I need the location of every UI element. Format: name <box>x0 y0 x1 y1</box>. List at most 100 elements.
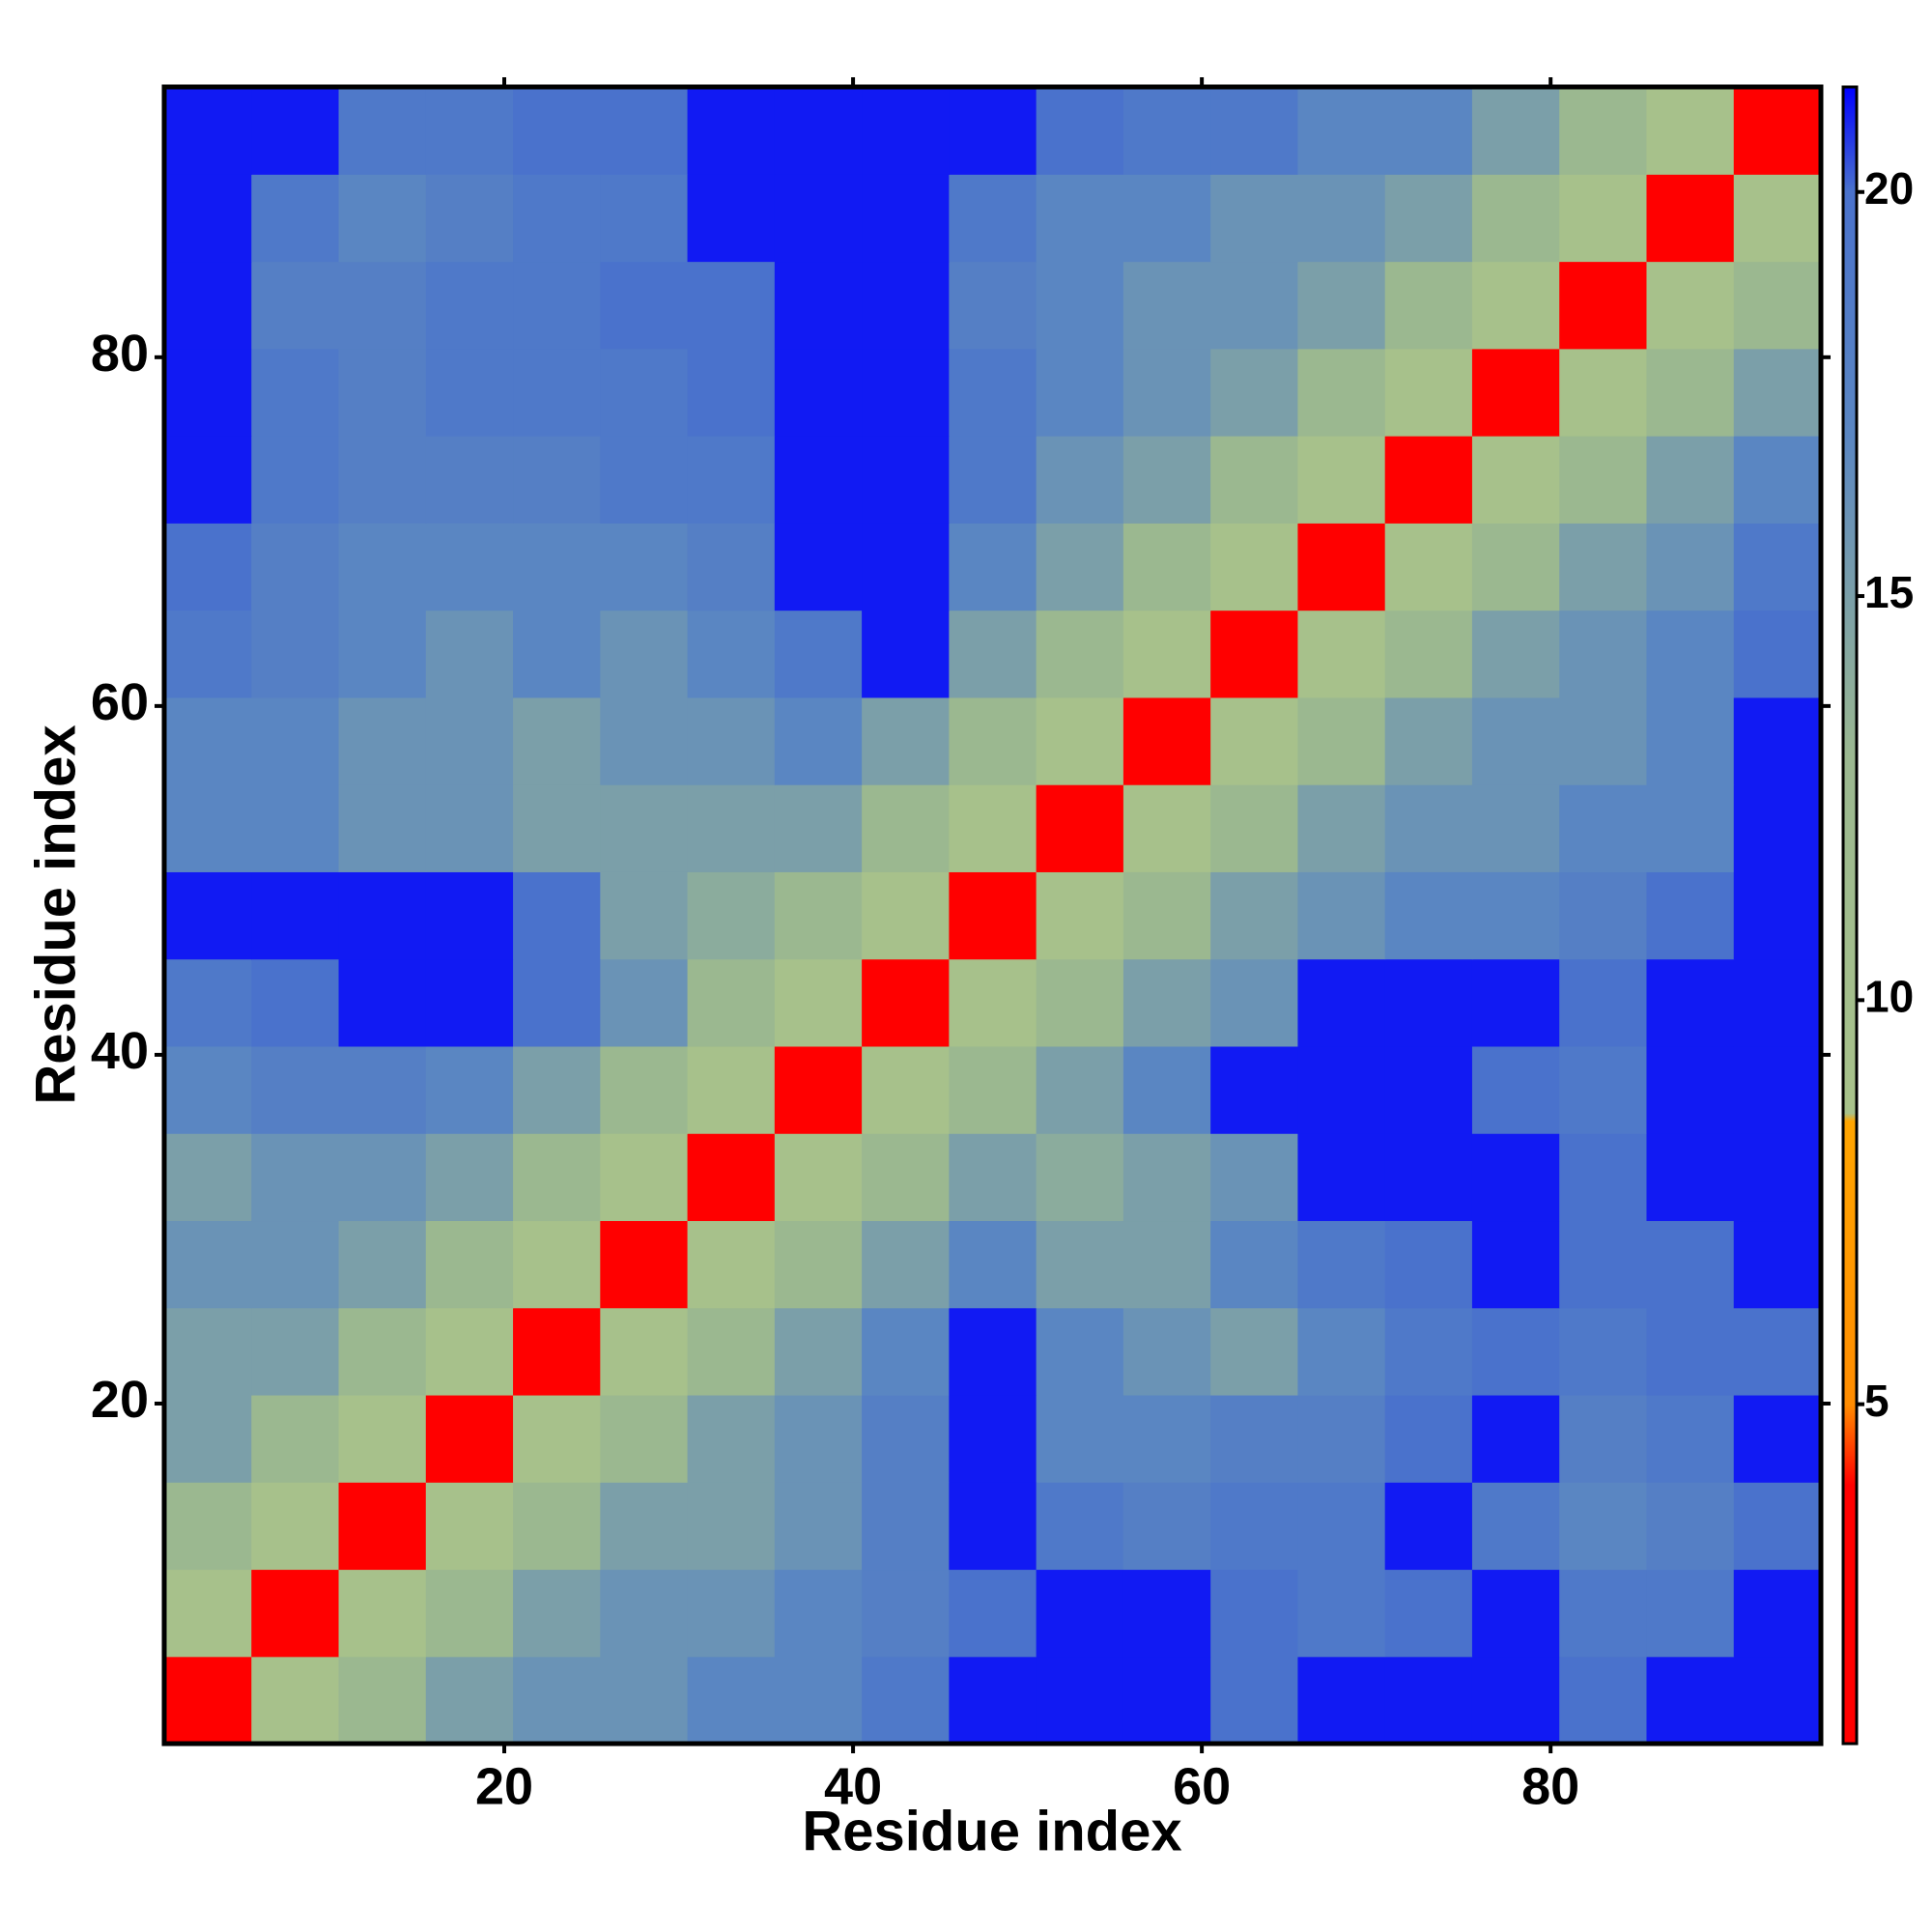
heatmap-cell <box>600 1307 689 1396</box>
heatmap-cell <box>1297 87 1386 175</box>
heatmap-cell <box>251 696 340 785</box>
heatmap-cell <box>251 958 340 1047</box>
heatmap-cell <box>1210 958 1299 1047</box>
heatmap-cell <box>862 871 950 960</box>
heatmap-cell <box>600 958 689 1047</box>
heatmap-cell <box>1646 1569 1735 1658</box>
heatmap-cell <box>949 1220 1037 1309</box>
heatmap-cell <box>513 1307 601 1396</box>
heatmap-cell <box>338 1045 427 1134</box>
heatmap-cell <box>1384 261 1473 350</box>
heatmap-cell <box>949 871 1037 960</box>
heatmap-cell <box>251 1482 340 1571</box>
heatmap-cell <box>164 1482 252 1571</box>
heatmap-cell <box>1122 696 1211 785</box>
heatmap-cell <box>1210 871 1299 960</box>
heatmap-cell <box>1559 1482 1648 1571</box>
heatmap-cell <box>513 436 601 524</box>
heatmap-cell <box>774 696 863 785</box>
heatmap-cell <box>1210 610 1299 698</box>
heatmap-cell <box>338 1220 427 1309</box>
heatmap-cell <box>164 1307 252 1396</box>
heatmap-cell <box>600 523 689 611</box>
heatmap-cell <box>251 1133 340 1222</box>
heatmap-cell <box>1733 1133 1822 1222</box>
heatmap-cell <box>1646 87 1735 175</box>
heatmap-cell <box>1646 610 1735 698</box>
heatmap-cell <box>1646 1482 1735 1571</box>
heatmap-cell <box>687 523 776 611</box>
heatmap-cell <box>1210 1307 1299 1396</box>
heatmap-cell <box>1210 1394 1299 1483</box>
heatmap-cell <box>1559 784 1648 872</box>
heatmap-cell <box>1646 1220 1735 1309</box>
x-tick-label: 80 <box>1521 1757 1579 1815</box>
heatmap-cell <box>251 523 340 611</box>
heatmap-cell <box>1646 1394 1735 1483</box>
heatmap-cell <box>1036 261 1124 350</box>
x-tick-label: 40 <box>824 1757 882 1815</box>
heatmap-cell <box>1036 958 1124 1047</box>
heatmap-cell <box>687 261 776 350</box>
heatmap-cell <box>862 87 950 175</box>
colorbar-tick-label: 5 <box>1864 1376 1889 1426</box>
heatmap-cell <box>1210 261 1299 350</box>
heatmap-cell <box>1559 1133 1648 1222</box>
heatmap-cell <box>1384 523 1473 611</box>
heatmap-cell <box>338 174 427 263</box>
heatmap-cell <box>949 1045 1037 1134</box>
heatmap-cell <box>1210 1133 1299 1222</box>
heatmap-cell <box>338 958 427 1047</box>
heatmap-cell <box>513 87 601 175</box>
heatmap-cell <box>425 610 514 698</box>
heatmap-cell <box>1122 87 1211 175</box>
heatmap-cell <box>949 523 1037 611</box>
heatmap-cell <box>774 1656 863 1745</box>
heatmap-cell <box>1122 261 1211 350</box>
heatmap-cell <box>1559 348 1648 437</box>
heatmap-cell <box>513 696 601 785</box>
colorbar-tick-label: 20 <box>1864 163 1914 213</box>
heatmap-cell <box>1036 436 1124 524</box>
heatmap-cell <box>513 1656 601 1745</box>
heatmap-cell <box>600 610 689 698</box>
heatmap-cell <box>1036 1133 1124 1222</box>
heatmap-cell <box>338 523 427 611</box>
heatmap-cell <box>774 784 863 872</box>
heatmap-cell <box>251 610 340 698</box>
heatmap-cell <box>1646 261 1735 350</box>
heatmap-cell <box>1384 871 1473 960</box>
heatmap-cell <box>949 87 1037 175</box>
heatmap-cell <box>687 1220 776 1309</box>
heatmap-cell <box>1733 1656 1822 1745</box>
heatmap-cell <box>164 436 252 524</box>
heatmap-cell <box>687 1656 776 1745</box>
heatmap-cell <box>1646 174 1735 263</box>
heatmap-cell <box>949 1394 1037 1483</box>
heatmap-cell <box>1122 1569 1211 1658</box>
heatmap-cell <box>1297 1482 1386 1571</box>
heatmap-cell <box>1122 1220 1211 1309</box>
heatmap-cell <box>1471 1656 1560 1745</box>
heatmap-cell <box>1210 87 1299 175</box>
y-tick-label: 80 <box>91 325 149 383</box>
heatmap-cell <box>425 1482 514 1571</box>
heatmap-cell <box>1733 1045 1822 1134</box>
heatmap-cell <box>251 784 340 872</box>
heatmap-cell <box>687 436 776 524</box>
heatmap-cell <box>600 261 689 350</box>
heatmap-cell <box>338 1394 427 1483</box>
heatmap-cell <box>1297 523 1386 611</box>
heatmap-cell <box>1384 1307 1473 1396</box>
heatmap-cell <box>862 1045 950 1134</box>
heatmap-cell <box>164 348 252 437</box>
heatmap-cell <box>687 1569 776 1658</box>
heatmap-cell <box>1297 1045 1386 1134</box>
heatmap-cell <box>1297 784 1386 872</box>
heatmap-cell <box>687 958 776 1047</box>
heatmap-cell <box>1036 1656 1124 1745</box>
heatmap-cell <box>164 871 252 960</box>
heatmap-cell <box>164 87 252 175</box>
heatmap-cell <box>1036 696 1124 785</box>
